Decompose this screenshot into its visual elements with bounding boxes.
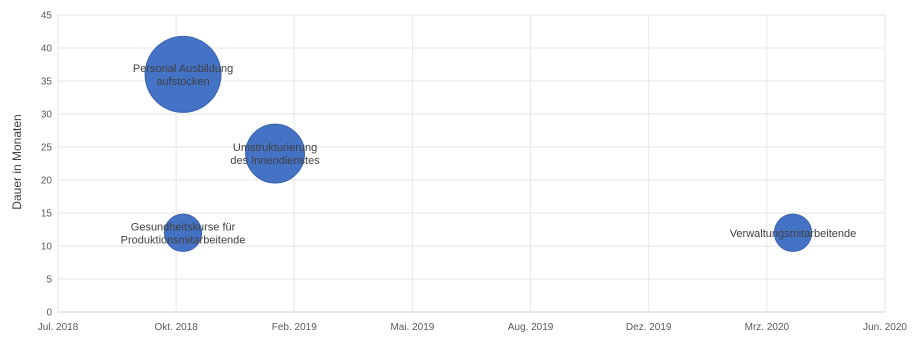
x-tick-label: Aug. 2019: [508, 322, 554, 333]
bubble-label-line: Produktionsmitarbeitende: [121, 234, 246, 246]
x-axis-ticks: Jul. 2018 Okt. 2018 Feb. 2019 Mai. 2019 Aug.…: [38, 322, 908, 333]
bubble-label-line: aufstocken: [156, 76, 209, 88]
x-tick-label: Jun. 2020: [863, 322, 907, 333]
bubbles: [144, 35, 813, 252]
y-tick-label: 5: [46, 275, 52, 286]
y-tick-label: 30: [41, 110, 53, 121]
y-tick-label: 25: [41, 143, 53, 154]
x-tick-label: Mrz. 2020: [745, 322, 790, 333]
bubble: [245, 123, 306, 184]
y-tick-label: 40: [41, 44, 53, 55]
y-tick-label: 20: [41, 176, 53, 187]
bubble-label-line: Verwaltungsmitarbeitende: [730, 228, 857, 240]
x-tick-label: Jul. 2018: [38, 322, 79, 333]
bubble: [773, 213, 813, 252]
y-tick-label: 0: [46, 308, 52, 319]
y-axis-ticks: 0 5 10 15 20 25 30 35 40 45: [41, 11, 53, 319]
bubble-labels: Personal Ausbildung aufstocken Umstrukturi…: [121, 63, 857, 246]
bubble-label-line: Umstrukturierung: [233, 142, 317, 154]
bubble-label-line: Personal Ausbildung: [133, 63, 233, 75]
y-tick-label: 45: [41, 11, 53, 22]
y-tick-label: 35: [41, 77, 53, 88]
x-tick-label: Dez. 2019: [626, 322, 672, 333]
bubble-label-line: Gesundheitskurse für: [131, 221, 236, 233]
bubble-label: Umstrukturierung des Innendienstes: [230, 142, 320, 167]
x-tick-label: Feb. 2019: [272, 322, 317, 333]
y-tick-label: 10: [41, 242, 53, 253]
bubble-label-line: des Innendienstes: [230, 155, 320, 167]
x-tick-label: Okt. 2018: [154, 322, 198, 333]
y-tick-label: 15: [41, 209, 53, 220]
y-axis-title: Dauer in Monaten: [10, 114, 24, 209]
x-tick-label: Mai. 2019: [390, 322, 434, 333]
bubble: [163, 213, 203, 252]
bubble-label: Gesundheitskurse für Produktionsmitarbeit…: [121, 221, 246, 246]
bubble-label: Verwaltungsmitarbeitende: [730, 228, 857, 240]
bubble: [144, 35, 222, 113]
bubble-label: Personal Ausbildung aufstocken: [133, 63, 233, 88]
